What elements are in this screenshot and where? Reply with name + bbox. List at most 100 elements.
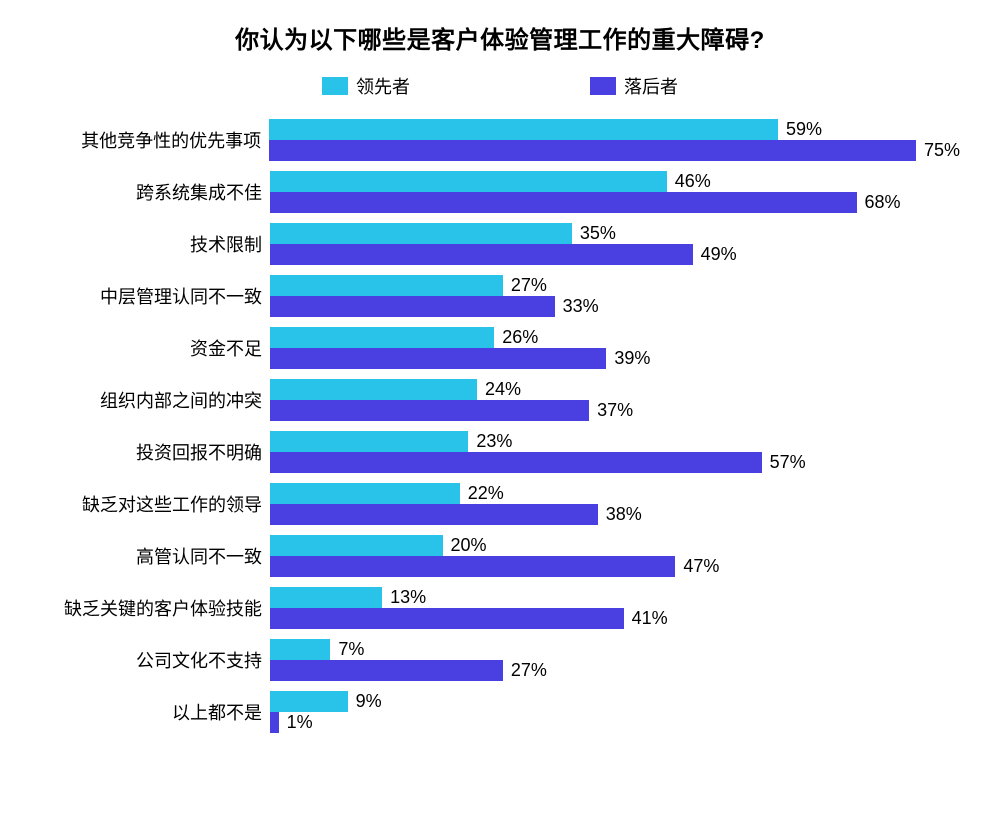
bar-rect bbox=[269, 140, 916, 161]
bar-value-label: 1% bbox=[287, 712, 313, 733]
bar-rect bbox=[270, 223, 572, 244]
bar-value-label: 9% bbox=[356, 691, 382, 712]
bar-group: 高管认同不一致 20% 47% bbox=[10, 535, 960, 577]
bar-category-label: 高管认同不一致 bbox=[10, 543, 270, 569]
bar-row: 57% bbox=[270, 452, 960, 473]
bar-category-label: 缺乏关键的客户体验技能 bbox=[10, 595, 270, 621]
bar-value-label: 46% bbox=[675, 171, 711, 192]
bar-row: 39% bbox=[270, 348, 960, 369]
bar-value-label: 27% bbox=[511, 275, 547, 296]
bar-rect bbox=[270, 379, 477, 400]
legend-swatch-laggards bbox=[590, 77, 616, 95]
bar-value-label: 7% bbox=[338, 639, 364, 660]
bar-value-label: 26% bbox=[502, 327, 538, 348]
bar-rect bbox=[270, 639, 330, 660]
bar-stack: 26% 39% bbox=[270, 327, 960, 369]
bar-group: 缺乏关键的客户体验技能 13% 41% bbox=[10, 587, 960, 629]
bar-rect bbox=[270, 660, 503, 681]
bar-group: 资金不足 26% 39% bbox=[10, 327, 960, 369]
bar-value-label: 24% bbox=[485, 379, 521, 400]
bar-value-label: 22% bbox=[468, 483, 504, 504]
bar-row: 20% bbox=[270, 535, 960, 556]
bar-group: 缺乏对这些工作的领导 22% 38% bbox=[10, 483, 960, 525]
bar-row: 24% bbox=[270, 379, 960, 400]
bar-category-label: 缺乏对这些工作的领导 bbox=[10, 491, 270, 517]
bar-category-label: 组织内部之间的冲突 bbox=[10, 387, 270, 413]
bar-stack: 46% 68% bbox=[270, 171, 960, 213]
bar-row: 33% bbox=[270, 296, 960, 317]
bar-rect bbox=[270, 691, 348, 712]
bar-value-label: 49% bbox=[701, 244, 737, 265]
bar-stack: 23% 57% bbox=[270, 431, 960, 473]
chart-container: 你认为以下哪些是客户体验管理工作的重大障碍? 领先者 落后者 其他竞争性的优先事… bbox=[0, 0, 1000, 840]
bar-category-label: 跨系统集成不佳 bbox=[10, 179, 270, 205]
bar-value-label: 20% bbox=[451, 535, 487, 556]
bar-stack: 22% 38% bbox=[270, 483, 960, 525]
bar-stack: 27%33% bbox=[270, 275, 960, 317]
bar-rect bbox=[270, 608, 624, 629]
bar-value-label: 57% bbox=[770, 452, 806, 473]
bar-rect bbox=[270, 431, 468, 452]
bar-row: 46% bbox=[270, 171, 960, 192]
bar-stack: 59%75% bbox=[269, 119, 960, 161]
bar-rect bbox=[270, 327, 494, 348]
bar-stack: 7% 27% bbox=[270, 639, 960, 681]
bar-value-label: 47% bbox=[683, 556, 719, 577]
bar-category-label: 公司文化不支持 bbox=[10, 647, 270, 673]
bar-group: 技术限制35%49% bbox=[10, 223, 960, 265]
bar-stack: 13% 41% bbox=[270, 587, 960, 629]
bar-rect bbox=[270, 587, 382, 608]
bar-rect bbox=[270, 171, 667, 192]
bar-rect bbox=[270, 296, 555, 317]
bar-group: 投资回报不明确23%57% bbox=[10, 431, 960, 473]
bar-category-label: 资金不足 bbox=[10, 335, 270, 361]
bar-row: 38% bbox=[270, 504, 960, 525]
bar-row: 27% bbox=[270, 275, 960, 296]
bar-value-label: 68% bbox=[865, 192, 901, 213]
bar-rect bbox=[270, 712, 279, 733]
bar-group: 组织内部之间的冲突 24% 37% bbox=[10, 379, 960, 421]
legend-label-laggards: 落后者 bbox=[624, 73, 678, 99]
bar-row: 75% bbox=[269, 140, 960, 161]
bar-category-label: 其他竞争性的优先事项 bbox=[10, 127, 269, 153]
bar-group: 以上都不是 9% 1% bbox=[10, 691, 960, 733]
legend-swatch-leaders bbox=[322, 77, 348, 95]
bar-value-label: 39% bbox=[614, 348, 650, 369]
bar-rect bbox=[270, 504, 598, 525]
legend: 领先者 落后者 bbox=[0, 73, 1000, 99]
bar-row: 7% bbox=[270, 639, 960, 660]
bar-stack: 20% 47% bbox=[270, 535, 960, 577]
legend-label-leaders: 领先者 bbox=[356, 73, 410, 99]
bar-category-label: 以上都不是 bbox=[10, 699, 270, 725]
bar-rect bbox=[270, 483, 460, 504]
bar-row: 22% bbox=[270, 483, 960, 504]
bar-rect bbox=[270, 244, 693, 265]
bar-value-label: 27% bbox=[511, 660, 547, 681]
bar-rect bbox=[270, 400, 589, 421]
bar-group: 公司文化不支持 7% 27% bbox=[10, 639, 960, 681]
bar-rect bbox=[270, 556, 675, 577]
bar-rect bbox=[269, 119, 778, 140]
bar-category-label: 技术限制 bbox=[10, 231, 270, 257]
bar-value-label: 37% bbox=[597, 400, 633, 421]
bar-rect bbox=[270, 275, 503, 296]
bar-row: 1% bbox=[270, 712, 960, 733]
bar-value-label: 13% bbox=[390, 587, 426, 608]
chart-title: 你认为以下哪些是客户体验管理工作的重大障碍? bbox=[0, 20, 1000, 55]
bar-rect bbox=[270, 192, 857, 213]
bar-row: 13% bbox=[270, 587, 960, 608]
bar-row: 37% bbox=[270, 400, 960, 421]
bar-rect bbox=[270, 452, 762, 473]
bar-rect bbox=[270, 535, 443, 556]
bar-category-label: 中层管理认同不一致 bbox=[10, 283, 270, 309]
bar-value-label: 59% bbox=[786, 119, 822, 140]
bar-value-label: 38% bbox=[606, 504, 642, 525]
legend-item-leaders: 领先者 bbox=[322, 73, 410, 99]
bar-value-label: 23% bbox=[476, 431, 512, 452]
bar-stack: 35%49% bbox=[270, 223, 960, 265]
bar-row: 41% bbox=[270, 608, 960, 629]
bar-value-label: 41% bbox=[632, 608, 668, 629]
bar-rect bbox=[270, 348, 606, 369]
bar-row: 47% bbox=[270, 556, 960, 577]
bar-row: 9% bbox=[270, 691, 960, 712]
